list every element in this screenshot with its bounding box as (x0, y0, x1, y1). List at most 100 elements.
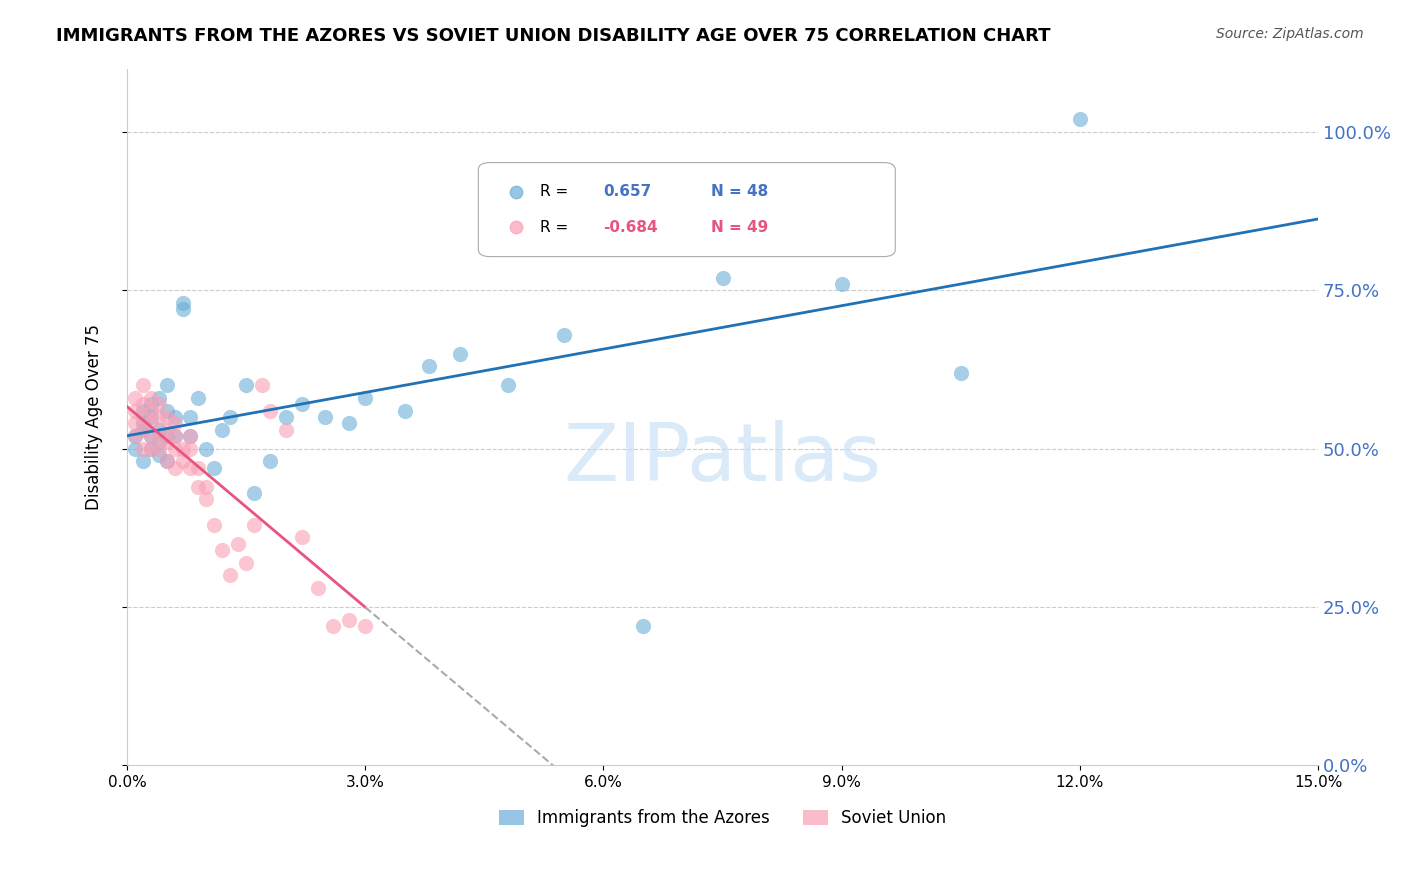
Point (202, 517, 225, 532)
Text: N = 49: N = 49 (710, 219, 768, 235)
Point (148, 397, 170, 411)
Point (322, 619, 344, 633)
Point (711, 270, 734, 285)
Point (259, 454, 281, 468)
Point (179, 409, 201, 424)
Point (354, 619, 377, 633)
Point (226, 536, 249, 550)
Point (553, 327, 575, 342)
Point (211, 542, 233, 557)
Point (132, 403, 155, 417)
Point (132, 397, 155, 411)
Point (307, 581, 329, 595)
Point (195, 442, 218, 456)
Point (156, 423, 179, 437)
Y-axis label: Disability Age Over 75: Disability Age Over 75 (86, 324, 103, 510)
Text: -0.684: -0.684 (603, 219, 658, 235)
Point (132, 423, 155, 437)
Point (163, 416, 186, 430)
Point (243, 517, 266, 532)
Point (179, 429, 201, 443)
Point (148, 435, 170, 450)
Point (124, 442, 146, 456)
Point (187, 479, 209, 493)
Point (607, 239, 630, 253)
Point (132, 416, 155, 430)
Point (139, 442, 162, 456)
Point (139, 416, 162, 430)
Point (156, 435, 179, 450)
Point (139, 397, 162, 411)
Point (148, 423, 170, 437)
Point (156, 378, 179, 392)
Text: ZIPatlas: ZIPatlas (564, 419, 882, 498)
Text: R =: R = (540, 219, 568, 235)
Point (219, 568, 242, 582)
Point (156, 454, 179, 468)
Point (496, 378, 519, 392)
Point (148, 429, 170, 443)
Point (202, 460, 225, 475)
Point (148, 391, 170, 405)
Point (156, 403, 179, 417)
Point (124, 416, 146, 430)
Point (337, 416, 360, 430)
Point (148, 409, 170, 424)
Point (139, 429, 162, 443)
Point (163, 442, 186, 456)
Point (139, 391, 162, 405)
Point (148, 448, 170, 462)
Point (291, 530, 314, 544)
Point (148, 442, 170, 456)
Point (132, 454, 155, 468)
Point (211, 423, 233, 437)
Point (132, 409, 155, 424)
Point (172, 302, 194, 317)
Point (274, 423, 297, 437)
Point (179, 429, 201, 443)
Point (172, 296, 194, 310)
Point (163, 429, 186, 443)
Point (132, 378, 155, 392)
Point (132, 423, 155, 437)
Point (219, 409, 242, 424)
Point (124, 403, 146, 417)
Point (314, 409, 336, 424)
Point (250, 378, 273, 392)
Point (172, 454, 194, 468)
Point (354, 391, 377, 405)
Point (156, 429, 179, 443)
Point (179, 460, 201, 475)
Point (337, 613, 360, 627)
Point (187, 460, 209, 475)
Point (831, 277, 853, 291)
Point (949, 366, 972, 380)
Point (132, 442, 155, 456)
Point (163, 409, 186, 424)
Point (1069, 112, 1091, 127)
Text: Source: ZipAtlas.com: Source: ZipAtlas.com (1216, 27, 1364, 41)
Point (179, 442, 201, 456)
Point (195, 479, 218, 493)
Point (156, 409, 179, 424)
Text: R =: R = (540, 185, 568, 200)
Text: 0.657: 0.657 (603, 185, 651, 200)
Point (139, 442, 162, 456)
Point (124, 429, 146, 443)
Point (139, 403, 162, 417)
Point (124, 391, 146, 405)
Point (449, 346, 471, 360)
Point (274, 409, 297, 424)
Point (235, 556, 257, 570)
Point (156, 454, 179, 468)
Point (394, 403, 416, 417)
Point (139, 429, 162, 443)
Point (259, 403, 281, 417)
Point (291, 397, 314, 411)
Point (235, 378, 257, 392)
Text: IMMIGRANTS FROM THE AZORES VS SOVIET UNION DISABILITY AGE OVER 75 CORRELATION CH: IMMIGRANTS FROM THE AZORES VS SOVIET UNI… (56, 27, 1050, 45)
Point (172, 442, 194, 456)
Legend: Immigrants from the Azores, Soviet Union: Immigrants from the Azores, Soviet Union (492, 802, 953, 833)
Point (139, 409, 162, 424)
Point (124, 429, 146, 443)
